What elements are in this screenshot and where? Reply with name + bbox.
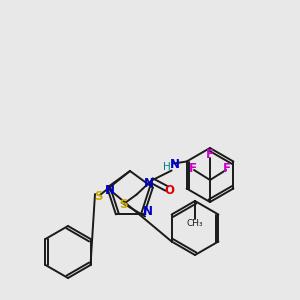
Text: F: F <box>189 163 197 176</box>
Text: N: N <box>169 158 180 171</box>
Text: H: H <box>163 161 170 172</box>
Text: F: F <box>223 163 231 176</box>
Text: O: O <box>165 184 175 197</box>
Text: S: S <box>119 198 128 211</box>
Text: S: S <box>94 190 102 203</box>
Text: N: N <box>143 205 153 218</box>
Text: N: N <box>105 184 115 197</box>
Text: N: N <box>144 177 154 190</box>
Text: CH₃: CH₃ <box>187 220 203 229</box>
Text: F: F <box>206 148 214 161</box>
